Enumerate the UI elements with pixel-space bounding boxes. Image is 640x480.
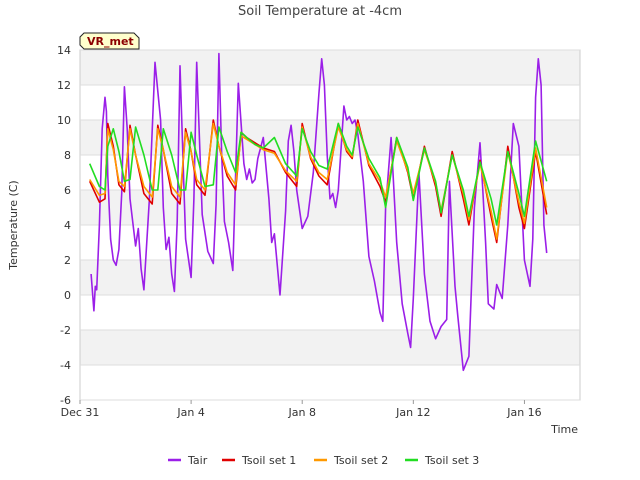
plot-background-bands	[80, 50, 580, 365]
station-badge-box	[79, 32, 140, 50]
series-lines	[88, 52, 548, 372]
legend-label: Tair	[187, 454, 208, 467]
y-tick-label: 0	[64, 289, 71, 302]
station-badge: VR_met	[79, 32, 140, 50]
legend-item: Tsoil set 3	[405, 454, 479, 467]
x-tick-label: Jan 16	[506, 406, 541, 419]
x-tick-label: Dec 31	[61, 406, 100, 419]
y-tick-label: 12	[57, 79, 71, 92]
y-tick-label: -6	[60, 394, 71, 407]
y-tick-label: 6	[64, 184, 71, 197]
y-axis-ticks: -6 -4 -2 0 2 4 6 8 10 12 14	[57, 44, 71, 407]
background-band	[80, 120, 580, 155]
series-line-tsoil-set-3	[88, 122, 548, 226]
series-line-tair	[90, 52, 548, 372]
chart-title: Soil Temperature at -4cm	[238, 4, 402, 19]
y-tick-label: 10	[57, 114, 71, 127]
station-badge-label: VR_met	[87, 35, 134, 48]
y-tick-label: 2	[64, 254, 71, 267]
legend-label: Tsoil set 1	[241, 454, 296, 467]
legend-item: Tsoil set 1	[222, 454, 296, 467]
legend-item: Tsoil set 2	[314, 454, 388, 467]
y-tick-label: 8	[64, 149, 71, 162]
x-tick-label: Jan 4	[176, 406, 204, 419]
x-axis-ticks: Dec 31 Jan 4 Jan 8 Jan 12 Jan 16	[61, 400, 542, 419]
legend-label: Tsoil set 2	[333, 454, 388, 467]
background-band	[80, 330, 580, 365]
legend: Tair Tsoil set 1 Tsoil set 2 Tsoil set 3	[168, 454, 479, 467]
x-tick-label: Jan 12	[395, 406, 430, 419]
legend-label: Tsoil set 3	[424, 454, 479, 467]
x-axis-label: Time	[550, 423, 578, 436]
y-axis-label: Temperature (C)	[7, 180, 20, 270]
y-tick-label: 4	[64, 219, 71, 232]
legend-item: Tair	[168, 454, 208, 467]
background-band	[80, 50, 580, 85]
x-tick-label: Jan 8	[287, 406, 315, 419]
y-tick-label: -2	[60, 324, 71, 337]
y-tick-label: -4	[60, 359, 71, 372]
y-tick-label: 14	[57, 44, 71, 57]
